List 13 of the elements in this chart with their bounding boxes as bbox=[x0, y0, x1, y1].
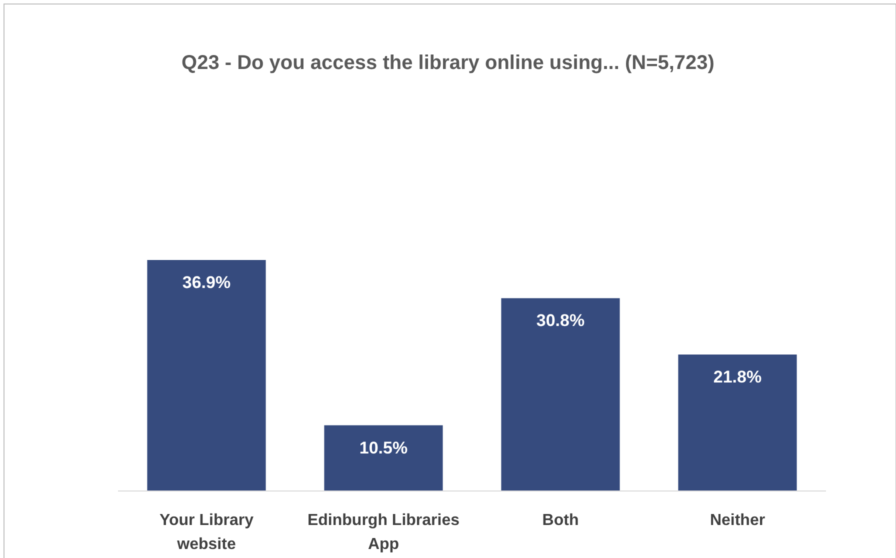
x-tick-label: Edinburgh Libraries App bbox=[307, 512, 460, 553]
data-label: 10.5% bbox=[359, 438, 408, 458]
bar bbox=[501, 298, 620, 491]
x-tick-label: Your Library website bbox=[160, 512, 254, 553]
data-label: 36.9% bbox=[182, 273, 231, 292]
x-tick-label: Neither bbox=[710, 512, 766, 529]
x-tick-label: Both bbox=[542, 512, 579, 529]
chart-title: Q23 - Do you access the library online using... (N=5,723) bbox=[182, 52, 714, 74]
bar bbox=[147, 260, 266, 491]
data-label: 21.8% bbox=[713, 368, 762, 387]
data-label: 30.8% bbox=[536, 311, 585, 330]
bar bbox=[678, 354, 797, 491]
bar bbox=[324, 425, 443, 491]
